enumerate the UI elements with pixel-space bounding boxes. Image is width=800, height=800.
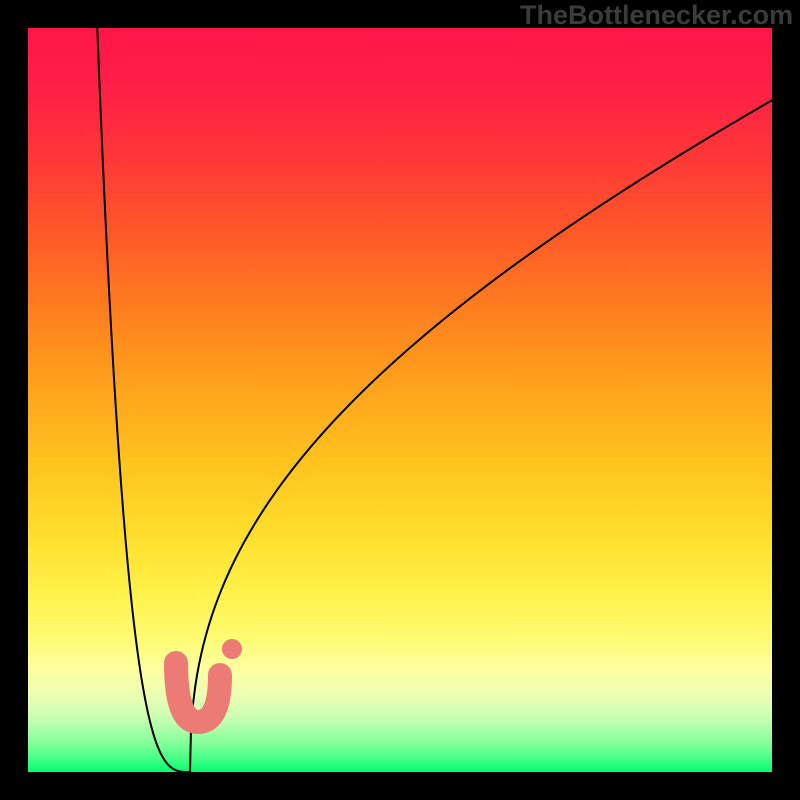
curve-right	[190, 99, 775, 772]
chart-overlay	[0, 0, 800, 800]
watermark-text: TheBottlenecker.com	[520, 0, 793, 31]
highlight-dot	[222, 639, 242, 659]
chart-container: TheBottlenecker.com	[0, 0, 800, 800]
highlight-marker	[176, 639, 242, 722]
